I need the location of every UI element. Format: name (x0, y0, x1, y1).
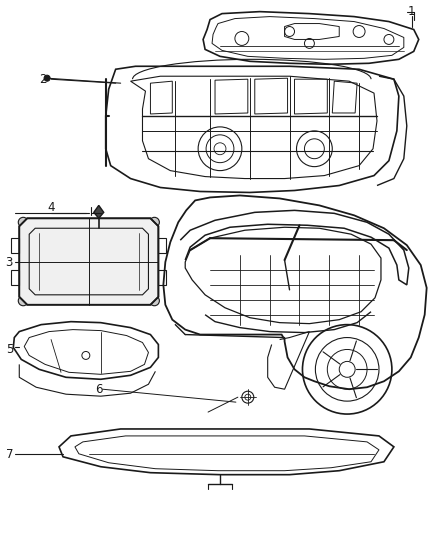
Text: 5: 5 (6, 343, 13, 356)
Text: 1: 1 (408, 5, 416, 18)
Circle shape (149, 296, 159, 306)
Polygon shape (94, 205, 104, 219)
Text: 2: 2 (39, 72, 47, 86)
Text: 4: 4 (47, 201, 55, 214)
Text: 7: 7 (6, 448, 13, 461)
Circle shape (18, 296, 28, 306)
Text: 6: 6 (95, 383, 102, 395)
Polygon shape (19, 219, 159, 305)
Text: 3: 3 (6, 255, 13, 269)
Circle shape (18, 217, 28, 227)
Circle shape (149, 217, 159, 227)
Circle shape (44, 75, 50, 81)
